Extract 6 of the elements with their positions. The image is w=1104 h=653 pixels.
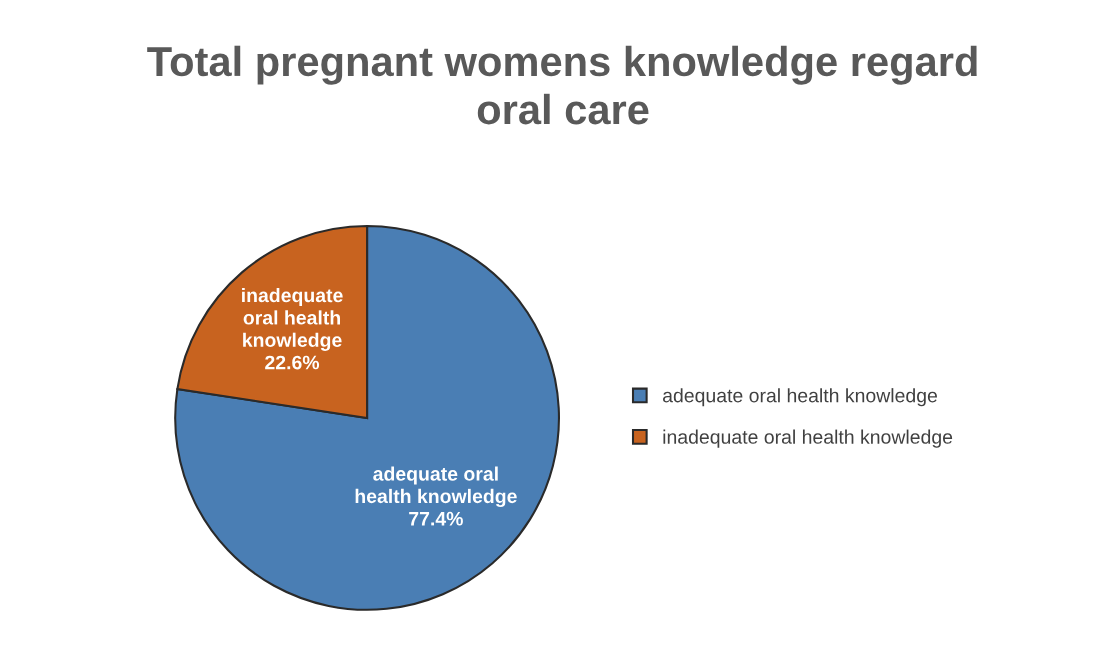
pie-slice — [174, 224, 561, 611]
data-label: inadequate oral health knowledge 22.6% — [242, 287, 343, 370]
data-label: adequate oral health knowledge 77.4% — [355, 466, 517, 526]
legend-label: inadequate oral health knowledge — [663, 429, 953, 448]
legend-label: adequate oral health knowledge — [663, 388, 937, 407]
chart-title: Total pregnant womens knowledge regard oral care — [147, 45, 977, 125]
